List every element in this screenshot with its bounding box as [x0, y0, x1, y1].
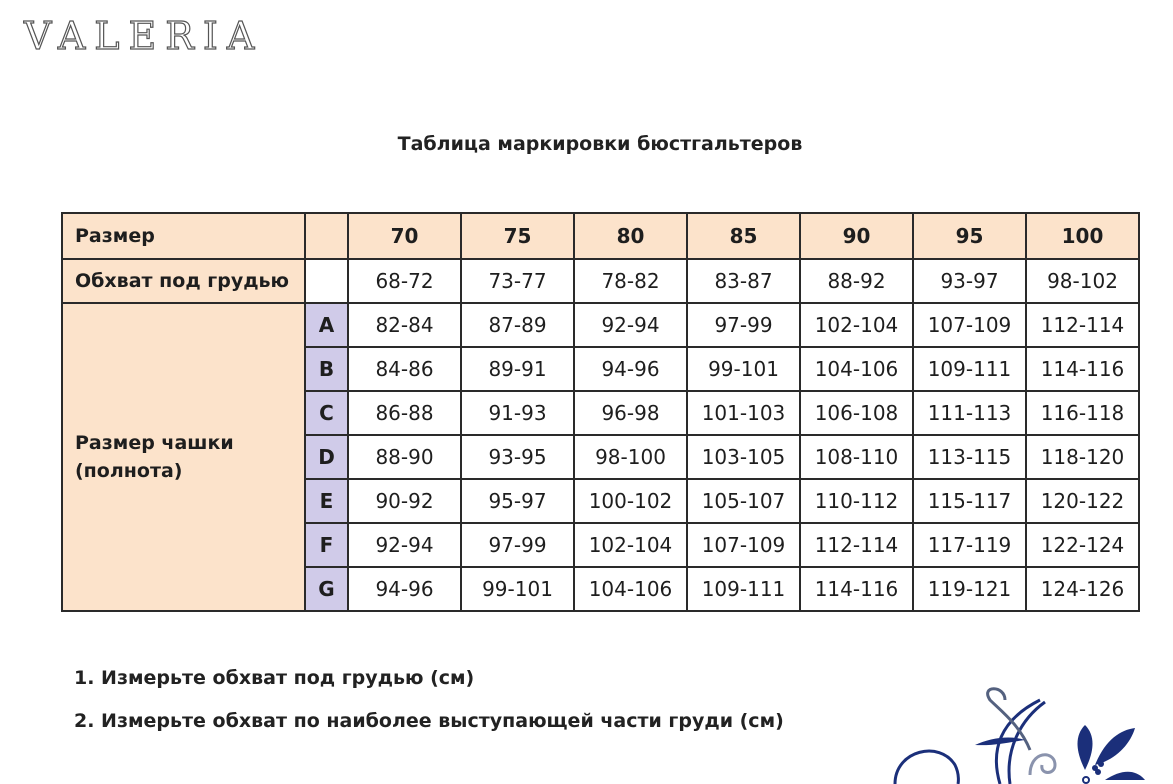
bust-cell: 102-104 — [573, 522, 688, 568]
bust-cell: 116-118 — [1025, 390, 1140, 436]
table-row: G 94-96 99-101 104-106 109-111 114-116 119-121… — [62, 566, 1140, 612]
bust-cell: 114-116 — [1025, 346, 1140, 392]
size-header: 80 — [573, 212, 688, 260]
bust-cell: 122-124 — [1025, 522, 1140, 568]
bust-cell: 113-115 — [912, 434, 1027, 480]
underbust-label: Обхват под грудью — [61, 258, 306, 304]
cup-letter: F — [304, 522, 349, 568]
bust-cell: 89-91 — [460, 346, 575, 392]
size-header: 90 — [799, 212, 914, 260]
empty-cell — [304, 258, 349, 304]
cup-letter: C — [304, 390, 349, 436]
underbust-cell: 93-97 — [912, 258, 1027, 304]
bust-cell: 97-99 — [686, 302, 801, 348]
page-title: Таблица маркировки бюстгальтеров — [397, 133, 803, 155]
instruction-2: 2. Измерьте обхват по наиболее выступающ… — [74, 710, 784, 732]
bust-cell: 104-106 — [573, 566, 688, 612]
bust-cell: 107-109 — [912, 302, 1027, 348]
size-header: 100 — [1025, 212, 1140, 260]
cup-letter: D — [304, 434, 349, 480]
valeria-logo: VALERIA — [23, 13, 264, 58]
bust-cell: 90-92 — [347, 478, 462, 524]
bust-cell: 109-111 — [686, 566, 801, 612]
size-header: 95 — [912, 212, 1027, 260]
bust-cell: 94-96 — [573, 346, 688, 392]
bust-cell: 92-94 — [347, 522, 462, 568]
bust-cell: 111-113 — [912, 390, 1027, 436]
bust-cell: 114-116 — [799, 566, 914, 612]
bust-cell: 99-101 — [460, 566, 575, 612]
table-row: Размер чашки (полнота) A 82-84 87-89 92-94 97-… — [61, 302, 1140, 612]
bust-cell: 110-112 — [799, 478, 914, 524]
bust-cell: 82-84 — [347, 302, 462, 348]
size-label: Размер — [61, 212, 306, 260]
bust-cell: 86-88 — [347, 390, 462, 436]
cup-letter: B — [304, 346, 349, 392]
bust-cell: 104-106 — [799, 346, 914, 392]
bust-cell: 117-119 — [912, 522, 1027, 568]
instruction-1: 1. Измерьте обхват под грудью (см) — [74, 667, 475, 689]
bust-cell: 91-93 — [460, 390, 575, 436]
underbust-cell: 73-77 — [460, 258, 575, 304]
cup-letter: A — [304, 302, 349, 348]
underbust-cell: 83-87 — [686, 258, 801, 304]
bust-cell: 99-101 — [686, 346, 801, 392]
bust-cell: 101-103 — [686, 390, 801, 436]
underbust-row: Обхват под грудью 68-72 73-77 78-82 83-87 88-… — [61, 258, 1140, 304]
floral-ornament-icon — [893, 687, 1145, 784]
bust-cell: 84-86 — [347, 346, 462, 392]
size-header: 70 — [347, 212, 462, 260]
bust-cell: 109-111 — [912, 346, 1027, 392]
bust-cell: 95-97 — [460, 478, 575, 524]
bust-cell: 108-110 — [799, 434, 914, 480]
underbust-cell: 68-72 — [347, 258, 462, 304]
bust-cell: 88-90 — [347, 434, 462, 480]
bust-cell: 105-107 — [686, 478, 801, 524]
cup-label-line2: (полнота) — [75, 460, 183, 482]
underbust-cell: 88-92 — [799, 258, 914, 304]
bust-cell: 112-114 — [799, 522, 914, 568]
cup-size-label: Размер чашки (полнота) — [61, 302, 306, 612]
table-row: D 88-90 93-95 98-100 103-105 108-110 113-115 11… — [62, 434, 1140, 480]
table-row: F 92-94 97-99 102-104 107-109 112-114 117-119 1… — [62, 522, 1140, 568]
cup-label-line1: Размер чашки — [75, 432, 234, 454]
bust-cell: 102-104 — [799, 302, 914, 348]
bust-cell: 97-99 — [460, 522, 575, 568]
bust-cell: 107-109 — [686, 522, 801, 568]
bust-cell: 112-114 — [1025, 302, 1140, 348]
table-row: E 90-92 95-97 100-102 105-107 110-112 115-117 1… — [62, 478, 1140, 524]
bust-cell: 92-94 — [573, 302, 688, 348]
bust-cell: 120-122 — [1025, 478, 1140, 524]
table-row: C 86-88 91-93 96-98 101-103 106-108 111-113 116… — [62, 390, 1140, 436]
bust-cell: 87-89 — [460, 302, 575, 348]
size-header: 75 — [460, 212, 575, 260]
bust-cell: 93-95 — [460, 434, 575, 480]
underbust-cell: 78-82 — [573, 258, 688, 304]
bust-cell: 98-100 — [573, 434, 688, 480]
bust-cell: 124-126 — [1025, 566, 1140, 612]
bust-cell: 118-120 — [1025, 434, 1140, 480]
size-table: Размер 70 75 80 85 90 95 100 Обхват под грудью 68… — [61, 212, 1140, 612]
table-header-row: Размер 70 75 80 85 90 95 100 — [61, 212, 1140, 260]
underbust-cell: 98-102 — [1025, 258, 1140, 304]
empty-cell — [304, 212, 349, 260]
bust-cell: 94-96 — [347, 566, 462, 612]
bust-cell: 100-102 — [573, 478, 688, 524]
bust-cell: 106-108 — [799, 390, 914, 436]
bust-cell: 119-121 — [912, 566, 1027, 612]
cup-letter: E — [304, 478, 349, 524]
size-header: 85 — [686, 212, 801, 260]
table-row: B 84-86 89-91 94-96 99-101 104-106 109-111 114-… — [62, 346, 1140, 392]
cup-letter: G — [304, 566, 349, 612]
bust-cell: 96-98 — [573, 390, 688, 436]
bust-cell: 103-105 — [686, 434, 801, 480]
bust-cell: 115-117 — [912, 478, 1027, 524]
